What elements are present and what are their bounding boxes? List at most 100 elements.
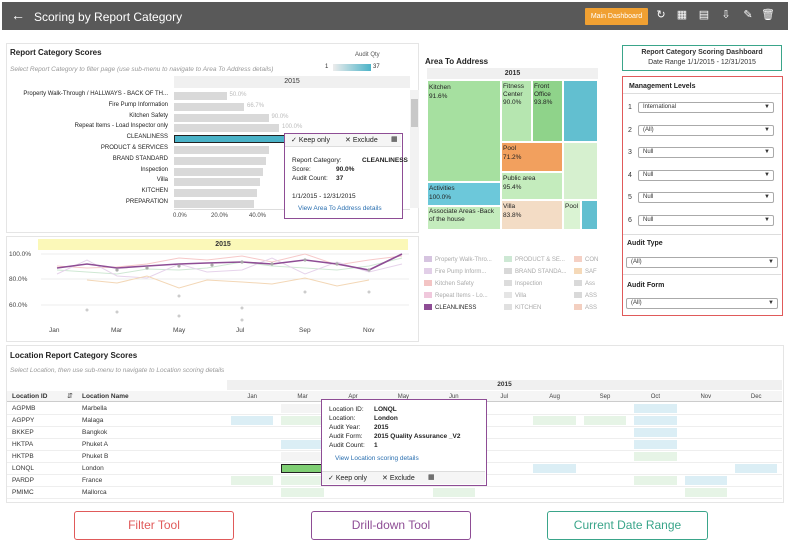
level-select-3[interactable]: Null ▼: [638, 147, 774, 158]
legend-item[interactable]: CLEANLINESS: [424, 304, 476, 311]
rcs-scrollbar[interactable]: [410, 90, 419, 208]
rcs-bar[interactable]: [174, 113, 269, 122]
download-icon[interactable]: ⇩: [721, 9, 731, 21]
audit-form-select[interactable]: (All) ▼: [626, 298, 778, 309]
treemap-cell-green[interactable]: [563, 142, 598, 200]
area-treemap[interactable]: Kitchen 91.6% Fitness Center 90.0% Front O…: [427, 80, 598, 230]
edit-icon[interactable]: ✎: [743, 9, 753, 21]
loc-score-cell[interactable]: [684, 488, 727, 497]
treemap-cell-public[interactable]: [501, 172, 563, 200]
rcs-row-label[interactable]: Fire Pump Information: [108, 101, 168, 108]
rcs-bar[interactable]: [174, 92, 227, 100]
loc-score-cell[interactable]: [533, 416, 576, 425]
legend-item[interactable]: Fire Pump Inform...: [424, 268, 486, 275]
trash-icon[interactable]: 🗑: [761, 9, 775, 21]
audit-type-select[interactable]: (All) ▼: [626, 257, 778, 268]
view-location-link[interactable]: View Location scoring details: [335, 455, 419, 462]
loc-score-cell[interactable]: [432, 488, 475, 497]
legend-item[interactable]: CON: [574, 256, 598, 263]
rcs-row-label[interactable]: KITCHEN: [141, 188, 168, 195]
legend-item[interactable]: ASS: [574, 292, 597, 299]
loc-score-cell[interactable]: [281, 476, 324, 485]
col-location-id[interactable]: Location ID: [12, 393, 48, 400]
rcs-row-label[interactable]: Villa: [156, 177, 168, 184]
loc-score-cell[interactable]: [634, 416, 677, 425]
legend-item[interactable]: Property Walk-Thro...: [424, 256, 492, 263]
loc-score-cell[interactable]: [231, 416, 274, 425]
treemap-cell-blue2[interactable]: [581, 200, 598, 230]
loc-table-row[interactable]: PMIMC Mallorca: [7, 487, 782, 499]
loc-score-cell[interactable]: [281, 488, 324, 497]
treemap-cell-kitchen[interactable]: [427, 80, 501, 182]
treemap-cell-blue[interactable]: [563, 80, 598, 142]
loc-score-cell[interactable]: [281, 440, 324, 449]
sort-icon[interactable]: ⇵: [67, 393, 73, 400]
keep-only-button[interactable]: ✓ Keep only: [328, 475, 367, 482]
legend-item[interactable]: ASS: [574, 304, 597, 311]
legend-item[interactable]: KITCHEN: [504, 304, 541, 311]
loc-score-cell[interactable]: [634, 452, 677, 461]
treemap-cell-activities[interactable]: [427, 182, 501, 206]
keep-only-button[interactable]: ✓ Keep only: [291, 137, 330, 144]
rcs-bar[interactable]: [174, 189, 257, 198]
level-select-6[interactable]: Null ▼: [638, 214, 774, 226]
view-area-link[interactable]: View Area To Address details: [298, 205, 382, 212]
rcs-bar[interactable]: [174, 135, 292, 144]
treemap-cell-pool2[interactable]: [563, 200, 581, 230]
loc-score-cell[interactable]: [583, 416, 627, 425]
rcs-bar[interactable]: [174, 124, 279, 133]
exclude-button[interactable]: ✕ Exclude: [345, 137, 378, 144]
rcs-row-label[interactable]: PRODUCT & SERVICES: [100, 145, 168, 151]
exclude-button[interactable]: ✕ Exclude: [382, 475, 415, 482]
rcs-row-label[interactable]: CLEANLINESS: [126, 134, 168, 141]
level-select-2[interactable]: (All) ▼: [638, 124, 774, 136]
legend-item[interactable]: BRAND STANDA...: [504, 268, 567, 275]
rcs-row-label[interactable]: BRAND STANDARD: [112, 155, 168, 162]
rcs-bar[interactable]: [174, 146, 269, 154]
rcs-row-label[interactable]: Kitchen Safety: [129, 112, 168, 119]
loc-score-cell[interactable]: [281, 416, 324, 425]
legend-item[interactable]: SAF: [574, 268, 597, 275]
level-select-4[interactable]: Null ▼: [638, 169, 774, 181]
loc-score-cell-selected[interactable]: [281, 464, 324, 473]
col-location-name[interactable]: Location Name: [82, 393, 129, 400]
legend-item[interactable]: Villa: [504, 292, 526, 299]
rcs-row-label[interactable]: Property Walk-Through / HALLWAYS - BACK …: [23, 91, 168, 97]
rcs-row-label[interactable]: PREPARATION: [125, 199, 168, 205]
grid-view-icon[interactable]: ▦: [391, 136, 398, 143]
loc-score-cell[interactable]: [533, 464, 576, 473]
treemap-cell-fitness[interactable]: [501, 80, 532, 142]
calendar-icon[interactable]: ▦: [676, 9, 688, 21]
document-icon[interactable]: ▤: [698, 9, 710, 21]
rcs-bar[interactable]: [174, 156, 266, 165]
loc-score-cell[interactable]: [231, 476, 274, 485]
loc-score-cell[interactable]: [634, 440, 677, 449]
legend-item[interactable]: PRODUCT & SE...: [504, 256, 565, 263]
rcs-bar[interactable]: [174, 200, 254, 208]
loc-score-cell[interactable]: [634, 476, 677, 485]
grid-view-icon[interactable]: ▦: [428, 474, 435, 481]
loc-score-cell[interactable]: [281, 452, 324, 461]
rcs-bar[interactable]: [174, 178, 260, 187]
treemap-cell-associate[interactable]: [427, 206, 501, 230]
rcs-bar[interactable]: [174, 167, 263, 176]
rcs-scroll-thumb[interactable]: [411, 99, 418, 127]
level-select-1[interactable]: International ▼: [638, 102, 774, 113]
loc-score-cell[interactable]: [634, 404, 677, 413]
refresh-icon[interactable]: ↻: [656, 9, 666, 21]
legend-item[interactable]: Repeat Items - Lo...: [424, 292, 488, 299]
rcs-row-label[interactable]: Inspection: [140, 166, 168, 173]
legend-item[interactable]: Ass: [574, 280, 595, 287]
main-dashboard-button[interactable]: Main Dashboard: [585, 8, 648, 25]
level-select-5[interactable]: Null ▼: [638, 192, 774, 203]
treemap-cell-villa[interactable]: [501, 200, 563, 230]
legend-item[interactable]: Inspection: [504, 280, 542, 287]
loc-score-cell[interactable]: [281, 404, 324, 413]
legend-item[interactable]: Kitchen Safety: [424, 280, 474, 287]
rcs-bar[interactable]: [174, 102, 245, 111]
back-arrow-icon[interactable]: ←: [11, 7, 25, 23]
rcs-row-label[interactable]: Repeat Items - Load Inspector only: [74, 123, 168, 130]
loc-score-cell[interactable]: [634, 428, 677, 437]
treemap-cell-pool[interactable]: [501, 142, 563, 172]
treemap-cell-frontoffice[interactable]: [532, 80, 563, 142]
